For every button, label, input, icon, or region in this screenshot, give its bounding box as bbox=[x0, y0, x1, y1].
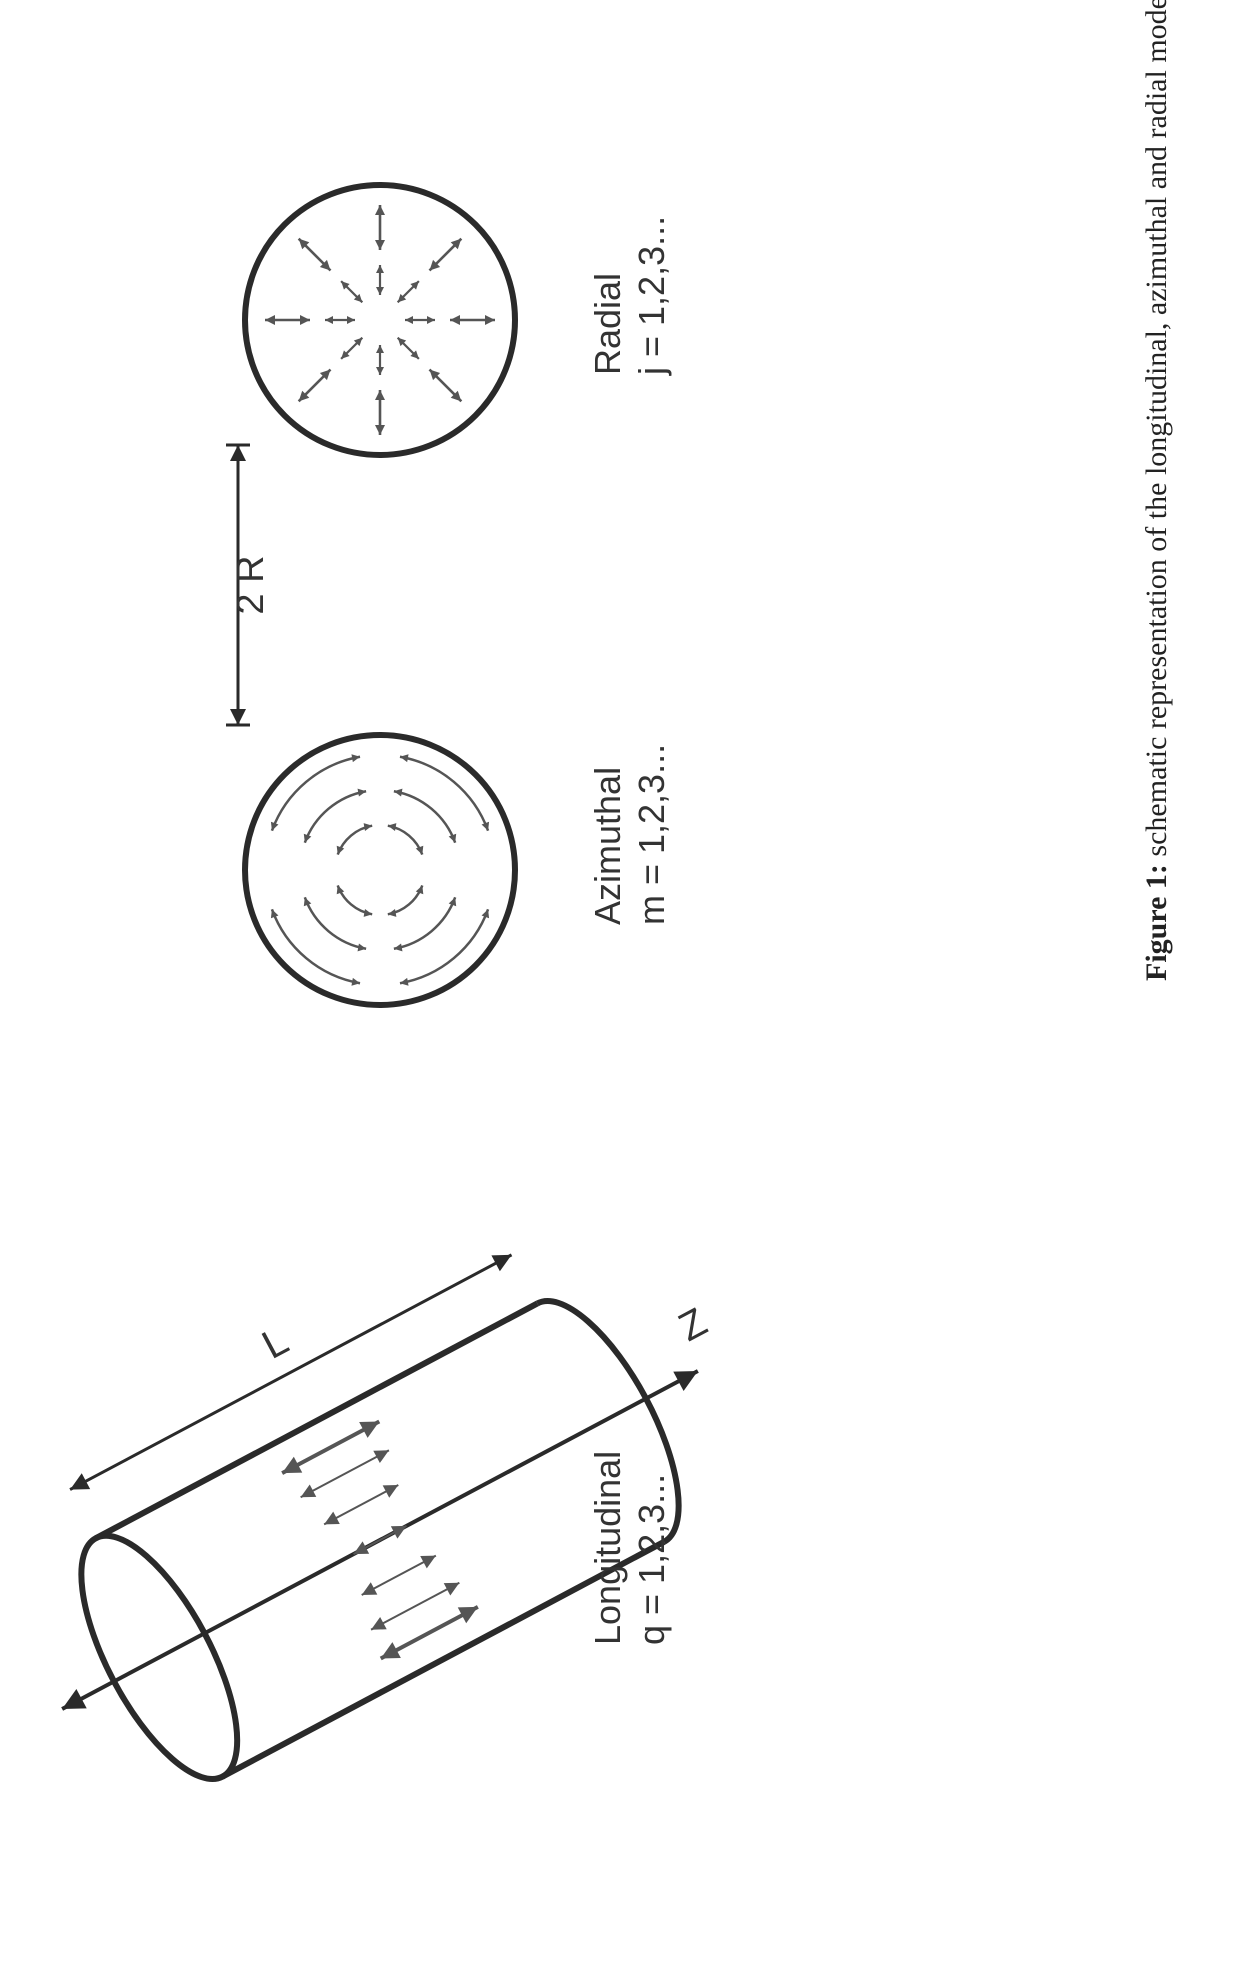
diameter-marker: 2 R bbox=[226, 445, 272, 725]
svg-text:q = 1,2,3...: q = 1,2,3... bbox=[631, 1474, 672, 1645]
svg-text:j = 1,2,3...: j = 1,2,3... bbox=[631, 216, 672, 376]
azimuthal-group bbox=[245, 735, 515, 1005]
svg-text:Longitudinal: Longitudinal bbox=[587, 1451, 628, 1645]
radial-group bbox=[245, 185, 515, 455]
caption-text: schematic representation of the longitud… bbox=[1140, 0, 1173, 857]
figure-caption: Figure 1: schematic representation of th… bbox=[1140, 0, 1174, 981]
caption-label: Figure 1: bbox=[1140, 864, 1173, 981]
svg-text:Azimuthal: Azimuthal bbox=[587, 767, 628, 925]
label-radial: Radialj = 1,2,3... bbox=[587, 216, 672, 376]
svg-text:Radial: Radial bbox=[587, 273, 628, 375]
svg-text:L: L bbox=[255, 1318, 295, 1367]
page: L Z 2 R Longitudinalq = 1,2,3... Azimuthalm … bbox=[0, 0, 1240, 1963]
svg-text:m = 1,2,3...: m = 1,2,3... bbox=[631, 744, 672, 925]
label-longitudinal: Longitudinalq = 1,2,3... bbox=[587, 1451, 672, 1645]
svg-text:Z: Z bbox=[672, 1300, 714, 1350]
label-azimuthal: Azimuthalm = 1,2,3... bbox=[587, 744, 672, 925]
figure-svg: L Z 2 R Longitudinalq = 1,2,3... Azimuthalm … bbox=[0, 0, 1240, 1963]
svg-text:2 R: 2 R bbox=[230, 555, 272, 614]
